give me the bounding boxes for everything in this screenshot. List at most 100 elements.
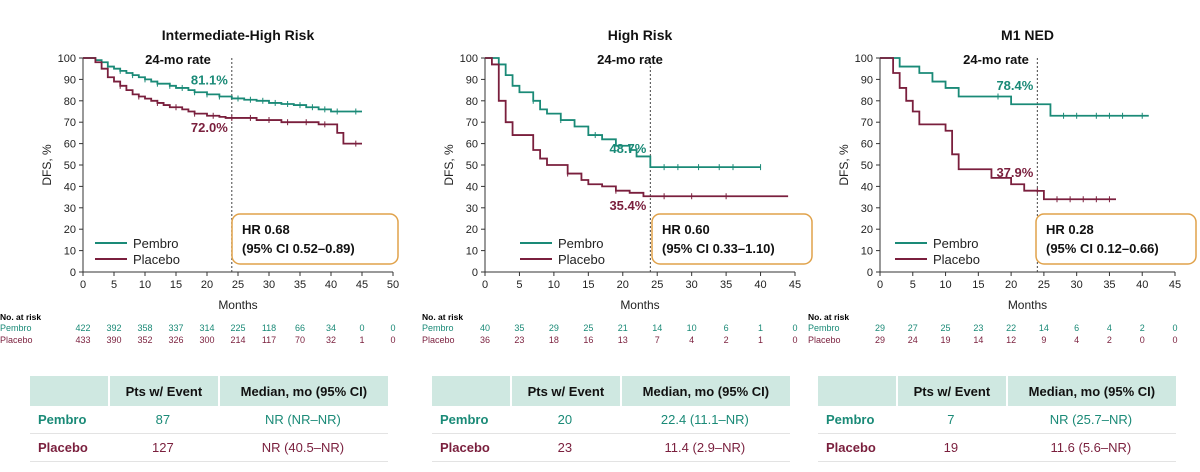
risk-count: 12 — [1006, 335, 1017, 345]
risk-count: 23 — [973, 323, 984, 333]
rate-label: 24-mo rate — [963, 52, 1029, 67]
risk-count: 6 — [1074, 323, 1080, 333]
risk-row-pembro: Pembro 40 35 29 25 21 14 10 6 1 0 — [402, 323, 802, 335]
km-chart: High Risk 0 5 10 15 20 25 30 35 40 45 0 10 20 30 40 50 60… — [442, 27, 813, 312]
summary-header-row: Pts w/ Event Median, mo (95% CI) — [30, 376, 388, 406]
hr-ci: (95% CI 0.52–0.89) — [242, 241, 355, 256]
arm-name: Placebo — [432, 434, 510, 462]
y-tick-label: 80 — [466, 96, 478, 108]
x-tick-label: 20 — [201, 279, 213, 291]
summary-table: Pts w/ Event Median, mo (95% CI) Pembro … — [432, 376, 790, 462]
survival-curve-pembro — [485, 57, 761, 169]
y-tick-label: 40 — [466, 181, 478, 193]
risk-table-title: No. at risk — [808, 312, 850, 322]
hr-box — [651, 213, 813, 265]
risk-count: 1 — [758, 335, 764, 345]
median-value: 11.6 (5.6–NR) — [1005, 434, 1176, 462]
risk-row-pembro: Pembro 29 27 25 23 22 14 6 4 2 0 — [800, 323, 1200, 335]
x-tick-label: 15 — [170, 279, 182, 291]
arm-name: Pembro — [818, 406, 896, 434]
risk-count: 4 — [1074, 335, 1080, 345]
x-tick-label: 0 — [80, 279, 86, 291]
chart-title: High Risk — [608, 27, 673, 43]
risk-count: 21 — [617, 323, 628, 333]
summary-row-pembro: Pembro 20 22.4 (11.1–NR) — [432, 406, 790, 434]
median-value: 11.4 (2.9–NR) — [619, 434, 790, 462]
risk-count: 34 — [325, 323, 337, 333]
summary-row-placebo: Placebo 23 11.4 (2.9–NR) — [432, 434, 790, 462]
hr-value: HR 0.68 — [242, 222, 290, 237]
risk-count: 9 — [1041, 335, 1047, 345]
risk-count: 0 — [792, 335, 798, 345]
risk-count: 214 — [230, 335, 246, 345]
panel-m1-ned: M1 NED 0 5 10 15 20 25 30 35 40 45 0 10 20 30 40 50 60 70 8… — [800, 0, 1197, 472]
median-value: NR (25.7–NR) — [1005, 406, 1176, 434]
hr-value: HR 0.28 — [1046, 222, 1094, 237]
risk-count: 19 — [940, 335, 951, 345]
summary-row-placebo: Placebo 127 NR (40.5–NR) — [30, 434, 388, 462]
risk-count: 0 — [1172, 323, 1178, 333]
arm-name: Pembro — [30, 406, 108, 434]
median-value: NR (NR–NR) — [217, 406, 388, 434]
hr-ci: (95% CI 0.33–1.10) — [662, 241, 775, 256]
x-tick-label: 45 — [1169, 279, 1181, 291]
risk-count: 326 — [168, 335, 184, 345]
x-tick-label: 30 — [686, 279, 698, 291]
x-tick-label: 15 — [972, 279, 984, 291]
risk-count: 4 — [689, 335, 695, 345]
x-tick-label: 45 — [789, 279, 801, 291]
hr-ci: (95% CI 0.12–0.66) — [1046, 241, 1159, 256]
risk-count: 14 — [652, 323, 663, 333]
risk-count: 16 — [583, 335, 594, 345]
risk-count: 22 — [1006, 323, 1017, 333]
arm-name: Pembro — [432, 406, 510, 434]
y-tick-label: 30 — [466, 203, 478, 215]
x-tick-label: 20 — [617, 279, 629, 291]
risk-count: 29 — [874, 335, 886, 345]
risk-count: 6 — [723, 323, 729, 333]
risk-row-placebo: Placebo 433 390 352 326 300 214 117 70 32 1 0 — [0, 335, 400, 347]
risk-count: 35 — [514, 323, 525, 333]
risk-count: 24 — [907, 335, 918, 345]
summary-corner — [30, 376, 108, 406]
x-tick-label: 30 — [263, 279, 275, 291]
x-axis-label: Months — [1008, 298, 1047, 312]
risk-count: 337 — [168, 323, 184, 333]
risk-count: 0 — [359, 323, 365, 333]
y-tick-label: 20 — [861, 224, 873, 236]
risk-label: Pembro — [808, 323, 840, 333]
risk-count: 0 — [390, 335, 396, 345]
events-value: 19 — [896, 434, 1006, 462]
y-axis-label: DFS, % — [40, 144, 54, 186]
summary-header-row: Pts w/ Event Median, mo (95% CI) — [818, 376, 1176, 406]
risk-count: 1 — [758, 323, 764, 333]
risk-count: 14 — [1038, 323, 1049, 333]
risk-count: 23 — [514, 335, 525, 345]
legend-label: Placebo — [558, 252, 605, 267]
x-tick-label: 45 — [356, 279, 368, 291]
x-tick-label: 35 — [1103, 279, 1115, 291]
risk-count: 225 — [230, 323, 246, 333]
y-tick-label: 10 — [64, 246, 76, 258]
survival-curve-pembro — [880, 57, 1149, 117]
y-tick-label: 70 — [861, 117, 873, 129]
risk-count: 0 — [1139, 335, 1145, 345]
risk-count: 1 — [359, 335, 365, 345]
risk-count: 29 — [548, 323, 559, 333]
y-tick-label: 100 — [855, 53, 873, 65]
risk-count: 29 — [874, 323, 886, 333]
x-tick-label: 40 — [325, 279, 337, 291]
header-median: Median, mo (95% CI) — [1005, 376, 1176, 406]
risk-table: No. at risk Pembro 40 35 29 25 21 14 10 6 1 0 Pla… — [402, 312, 802, 347]
risk-label: Pembro — [0, 323, 32, 333]
rate-value-placebo: 37.9% — [996, 165, 1033, 180]
y-axis-label: DFS, % — [442, 144, 456, 186]
x-tick-label: 10 — [939, 279, 951, 291]
y-tick-label: 10 — [861, 246, 873, 258]
summary-table: Pts w/ Event Median, mo (95% CI) Pembro … — [30, 376, 388, 462]
hr-box — [231, 213, 399, 265]
y-tick-label: 0 — [70, 267, 76, 279]
x-tick-label: 10 — [139, 279, 151, 291]
risk-table: No. at risk Pembro 422 392 358 337 314 225 118… — [0, 312, 400, 347]
summary-table: Pts w/ Event Median, mo (95% CI) Pembro … — [818, 376, 1176, 462]
